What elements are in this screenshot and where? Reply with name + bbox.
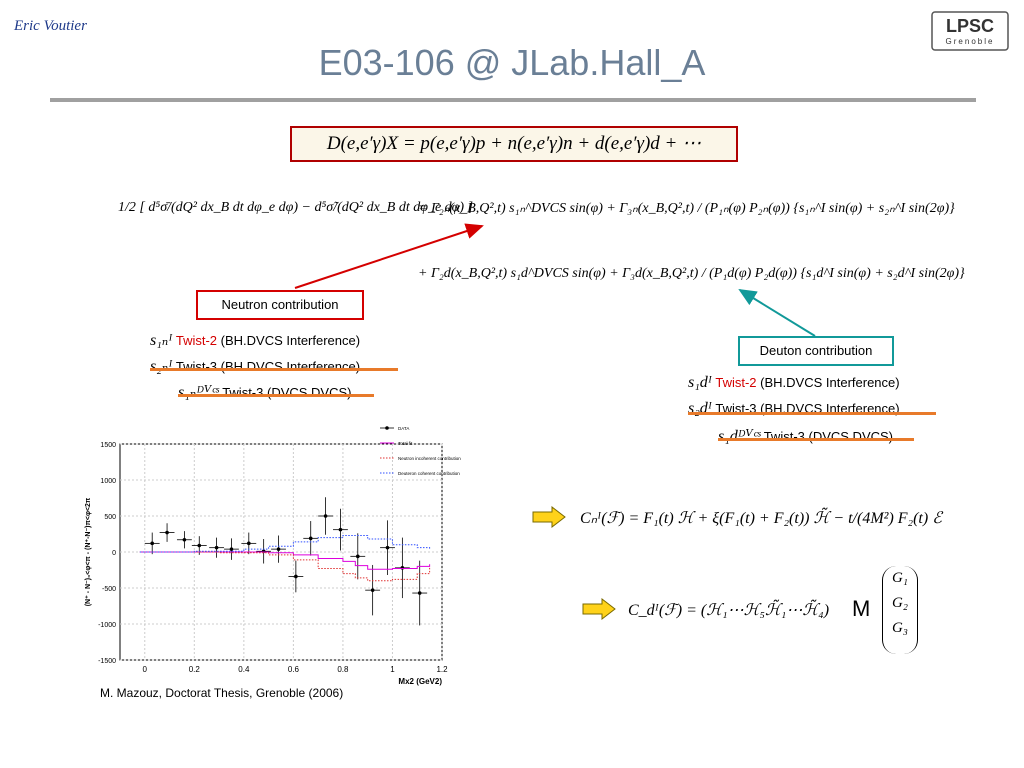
term-twist: Twist-3 (763, 429, 805, 444)
y-tick-label: -500 (102, 586, 116, 593)
term-desc: (DVCS.DVCS) (266, 385, 352, 400)
data-point (247, 541, 251, 546)
y-tick-label: 0 (112, 550, 116, 557)
m-matrix-symbol: M (852, 596, 871, 621)
logo-sub-text: Grenoble (946, 37, 995, 46)
data-point (165, 530, 169, 535)
deuton-term-3: s₁dᴰⱽᶜˢ Twist-3 (DVCS.DVCS) (688, 426, 948, 452)
xsec-rhs-deuteron: + Γ₂d(x_B,Q²,t) s₁d^DVCS sin(φ) + Γ₃d(x_… (418, 266, 965, 281)
legend-label: Total fit (398, 441, 413, 446)
neutron-term-2: s₂ₙᴵ Twist-3 (BH.DVCS Interference) (150, 356, 410, 382)
g-vector-entry: G₁ (891, 570, 909, 586)
term-desc: (BH.DVCS Interference) (220, 359, 361, 374)
xsec-lhs: 1/2 [ d⁵σ̄/(dQ² dx_B dt dφ_e dφ) − d⁵σ̃/… (118, 200, 474, 215)
y-tick-label: -1500 (98, 658, 116, 665)
data-point (308, 536, 313, 541)
strike-line (718, 438, 914, 441)
asymmetry-plot: 0 0.2 0.4 0.6 0.8 1 1.2 -1500 -1000 -500 0 500 1000 1… (85, 426, 461, 686)
term-symbol: s₂ₙᴵ (150, 358, 173, 375)
title-divider (50, 98, 976, 102)
y-tick-label: 500 (104, 514, 116, 521)
neutron-terms: s₁ₙᴵ Twist-2 (BH.DVCS Interference) s₂ₙᴵ… (150, 330, 410, 408)
neutron-term-1: s₁ₙᴵ Twist-2 (BH.DVCS Interference) (150, 330, 410, 356)
logo-main-text: LPSC (946, 16, 994, 36)
series-line (139, 551, 431, 570)
g-vector: G₁ G₂ G₃ (882, 566, 918, 654)
yellow-arrow-icon (532, 506, 566, 528)
series-line (139, 551, 431, 582)
term-twist: Twist-3 (175, 359, 218, 374)
g-vector-entry: G₃ (891, 620, 909, 636)
cn-equation: Cₙᴵ(ℱ) = F₁(t) ℋ + ξ(F₁(t) + F₂(t)) ℋ̃ −… (580, 510, 942, 527)
legend-label: DATA (398, 426, 409, 431)
data-point (417, 591, 422, 595)
term-twist: Twist-3 (222, 385, 264, 400)
deuton-callout: Deuton contribution (738, 336, 894, 366)
deuton-term-1: s₁dᴵ Twist-2 (BH.DVCS Interference) (688, 374, 948, 400)
cd-equation: C_dᴵ(ℱ) = (ℋ₁⋯ℋ₅ℋ̃₁⋯ℋ̃₄) (628, 602, 830, 619)
term-desc: (BH.DVCS Interference) (760, 375, 900, 390)
data-point (276, 547, 281, 551)
lpsc-logo: LPSC Grenoble (930, 8, 1010, 54)
legend-label: Neutron incoherent contribution (398, 456, 461, 461)
data-point (400, 566, 405, 570)
term-desc: (BH.DVCS Interference) (220, 333, 361, 348)
data-point (229, 547, 234, 551)
y-tick-label: 1500 (100, 442, 116, 449)
y-tick-label: -1000 (98, 622, 116, 629)
data-point (214, 545, 219, 550)
term-symbol: s₁ₙᴵ (150, 332, 173, 349)
author-name: Eric Voutier (14, 18, 87, 34)
legend-label: Deuteron coherent contribution (398, 471, 460, 476)
data-point (294, 574, 298, 579)
y-axis-label: (N⁺ - N⁻)₀<φ<π - (N⁺-N⁻)π<φ<2π (85, 497, 92, 606)
neutron-callout: Neutron contribution (196, 290, 364, 320)
series-line (139, 534, 431, 553)
x-axis-label: Mx2 (GeV2) (398, 677, 442, 686)
x-tick-label: 0.2 (189, 665, 201, 674)
slide-title: E03-106 @ JLab.Hall_A (318, 42, 706, 83)
strike-line (150, 368, 398, 371)
x-tick-label: 1.2 (436, 665, 448, 674)
term-twist: Twist-2 (715, 375, 757, 390)
strike-line (178, 394, 374, 397)
data-point (197, 543, 202, 548)
xsec-rhs-neutron: = Γ₂ₙ(x_B,Q²,t) s₁ₙ^DVCS sin(φ) + Γ₃ₙ(x_… (418, 201, 955, 216)
deuton-term-2: s₂dᴵ Twist-3 (BH.DVCS Interference) (688, 400, 948, 426)
neutron-term-3: s₁ₙᴰⱽᶜˢ Twist-3 (DVCS.DVCS) (150, 382, 410, 408)
term-symbol: s₁dᴰⱽᶜˢ (718, 428, 761, 445)
data-point (385, 545, 390, 550)
data-point (370, 588, 375, 592)
reaction-equation: D(e,e′γ)X = p(e,e′γ)p + n(e,e′γ)n + d(e,… (290, 126, 738, 162)
y-tick-label: 1000 (100, 478, 116, 485)
data-point (338, 527, 343, 532)
term-symbol: s₁ₙᴰⱽᶜˢ (178, 384, 219, 401)
deuton-arrow (738, 288, 816, 337)
term-twist: Twist-2 (175, 333, 218, 348)
yellow-arrow-icon (582, 598, 616, 620)
x-tick-label: 0.6 (288, 665, 300, 674)
data-point (150, 541, 154, 546)
neutron-arrow (294, 223, 484, 289)
data-point (355, 554, 360, 559)
x-tick-label: 0 (143, 665, 148, 674)
g-vector-entry: G₂ (891, 595, 909, 611)
term-desc: (DVCS.DVCS) (808, 429, 894, 444)
x-tick-label: 0.4 (238, 665, 250, 674)
figure-caption: M. Mazouz, Doctorat Thesis, Grenoble (20… (100, 686, 344, 700)
data-point (182, 537, 187, 542)
x-tick-label: 1 (390, 665, 395, 674)
legend-swatch (385, 426, 389, 430)
strike-line (688, 412, 936, 415)
x-tick-label: 0.8 (337, 665, 349, 674)
deuton-terms: s₁dᴵ Twist-2 (BH.DVCS Interference) s₂dᴵ… (688, 374, 948, 452)
data-point (323, 514, 328, 518)
term-symbol: s₁dᴵ (688, 374, 712, 391)
